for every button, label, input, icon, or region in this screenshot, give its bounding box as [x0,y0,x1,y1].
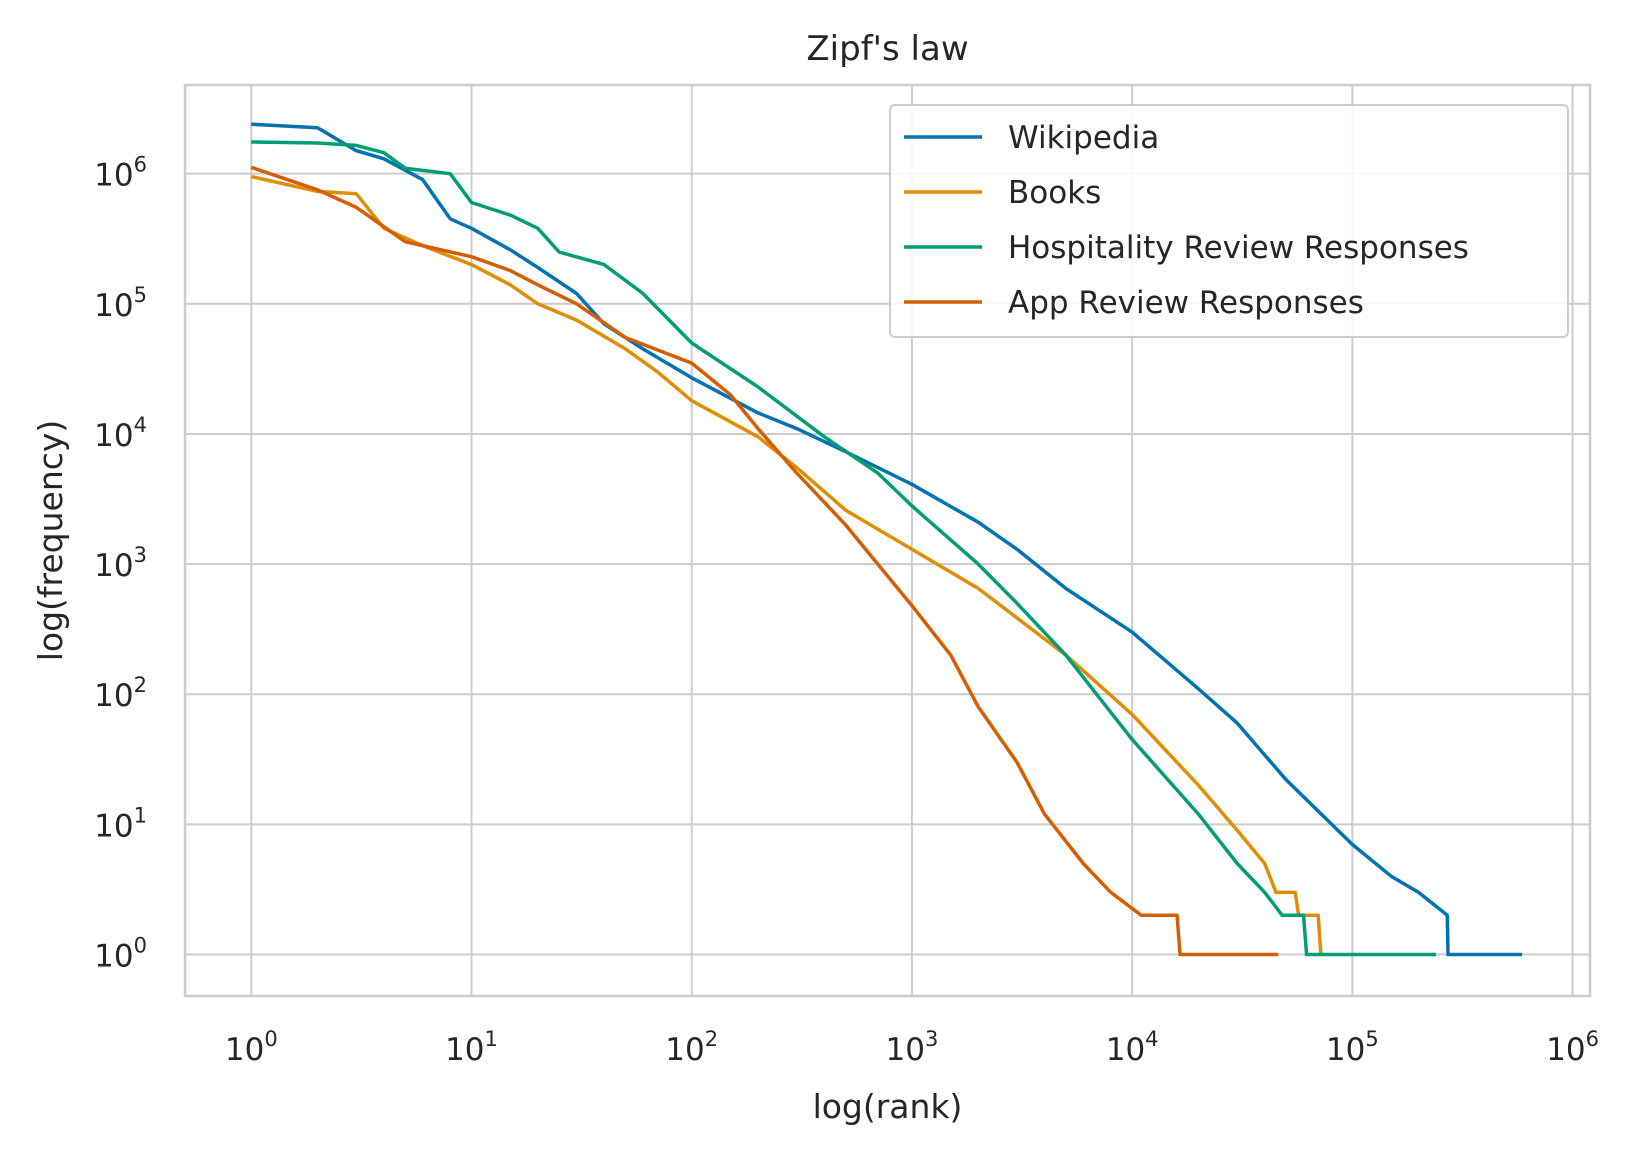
legend-label: Hospitality Review Responses [1008,230,1469,266]
y-tick-label: 102 [94,673,147,714]
y-tick-exponent: 1 [134,803,147,827]
y-tick-label: 101 [94,803,147,844]
x-tick-exponent: 0 [264,1027,277,1051]
x-tick-exponent: 2 [705,1027,718,1051]
x-tick-label: 105 [1326,1027,1379,1068]
grid-lines [185,85,1590,996]
y-tick-base: 10 [94,678,133,714]
x-tick-base: 10 [886,1032,925,1068]
y-tick-base: 10 [94,288,133,324]
x-tick-base: 10 [225,1032,264,1068]
series-line-books [250,174,1323,955]
series-line-hospitality-review-responses [251,140,1437,957]
legend-label: Wikipedia [1008,120,1159,156]
legend-label: App Review Responses [1008,285,1364,321]
x-tick-label: 102 [665,1027,718,1068]
x-tick-exponent: 3 [925,1027,938,1051]
x-tick-labels: 100 101 102 103 104 105 106 [225,1027,1599,1068]
y-tick-label: 100 [94,934,147,975]
y-tick-label: 104 [94,413,147,454]
x-tick-label: 106 [1546,1027,1599,1068]
x-tick-base: 10 [1546,1032,1585,1068]
y-tick-exponent: 4 [134,413,147,437]
legend-label: Books [1008,175,1101,211]
x-tick-exponent: 4 [1145,1027,1158,1051]
series-lines [250,122,1523,957]
series-line-wikipedia [251,122,1523,957]
x-tick-label: 101 [445,1027,498,1068]
x-tick-base: 10 [665,1032,704,1068]
legend-box [889,104,1569,338]
x-tick-exponent: 6 [1586,1027,1599,1051]
x-tick-exponent: 5 [1365,1027,1378,1051]
y-tick-label: 105 [94,283,147,324]
x-tick-label: 100 [225,1027,278,1068]
y-tick-base: 10 [94,939,133,975]
y-tick-exponent: 3 [134,543,147,567]
series-line-app-review-responses [250,165,1279,957]
y-tick-label: 103 [94,543,147,584]
y-tick-base: 10 [94,808,133,844]
y-tick-base: 10 [94,548,133,584]
y-tick-exponent: 5 [134,283,147,307]
x-tick-base: 10 [1326,1032,1365,1068]
x-tick-exponent: 1 [485,1027,498,1051]
y-tick-base: 10 [94,418,133,454]
y-axis-label: log(frequency) [31,420,70,662]
x-tick-label: 104 [1106,1027,1159,1068]
x-tick-base: 10 [445,1032,484,1068]
chart-title: Zipf's law [806,29,968,69]
x-tick-label: 103 [886,1027,939,1068]
legend: Wikipedia Books Hospitality Review Respons… [889,104,1569,338]
y-tick-base: 10 [94,158,133,194]
x-tick-base: 10 [1106,1032,1145,1068]
y-tick-exponent: 2 [134,673,147,697]
plot-frame [183,83,1592,998]
y-tick-exponent: 6 [134,153,147,177]
y-tick-label: 106 [94,153,147,194]
y-tick-exponent: 0 [134,934,147,958]
x-axis-label: log(rank) [813,1087,963,1126]
